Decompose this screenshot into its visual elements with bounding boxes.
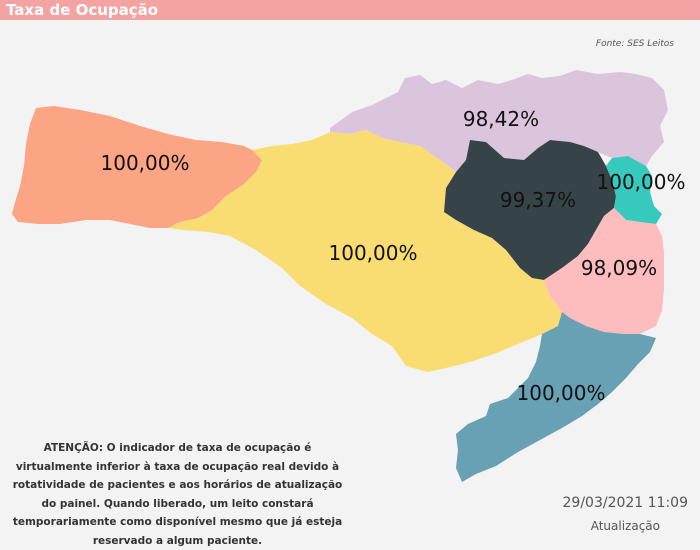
warning-note: ATENÇÃO: O indicador de taxa de ocupação…	[12, 442, 343, 547]
region-west[interactable]	[12, 106, 262, 228]
update-timestamp: 29/03/2021 11:09	[562, 495, 689, 511]
source-note: Fonte: SES Leitos	[595, 39, 674, 49]
region-label-west: 100,00%	[101, 151, 190, 175]
region-label-north: 98,42%	[463, 107, 539, 131]
region-label-grande-florianopolis: 98,09%	[581, 256, 657, 280]
region-south[interactable]	[456, 312, 656, 482]
region-label-center: 100,00%	[329, 241, 418, 265]
region-label-northeast: 99,37%	[500, 188, 576, 212]
region-north[interactable]	[330, 70, 668, 172]
region-grande-florianopolis[interactable]	[544, 208, 664, 334]
header-bar: Taxa de Ocupação	[0, 0, 700, 20]
region-center[interactable]	[168, 130, 562, 372]
region-label-coast-north: 100,00%	[597, 170, 686, 194]
region-coast-north[interactable]	[606, 156, 662, 224]
region-label-south: 100,00%	[517, 381, 606, 405]
page-title: Taxa de Ocupação	[6, 1, 159, 19]
update-label: Atualização	[590, 519, 660, 533]
region-northeast[interactable]	[444, 140, 616, 280]
